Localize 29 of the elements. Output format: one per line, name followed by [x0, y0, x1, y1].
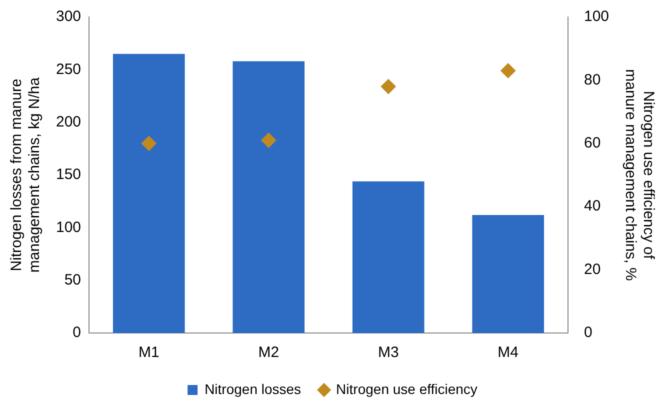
y-tick-label: 250: [56, 60, 82, 78]
y-axis-title: Nitrogen losses from manure management chains, kg N/ha: [8, 76, 44, 273]
x-tick-label: M2: [258, 344, 280, 362]
point: [141, 136, 156, 151]
bar: [112, 54, 185, 333]
point: [380, 79, 396, 94]
x-tick-label: M1: [138, 344, 160, 362]
x-tick-label: M4: [498, 344, 519, 362]
bar: [352, 181, 424, 333]
point: [500, 63, 516, 78]
y-tick-label: 150: [56, 166, 82, 184]
y2-axis-title: Nitrogen use efficiency of manure management chains, %: [622, 69, 657, 281]
y-tick-label: 200: [56, 113, 82, 130]
legend-label: Nitrogen losses: [204, 380, 302, 397]
legend-label: Nitrogen use efficiency: [336, 380, 478, 397]
y2-tick-label: 0: [584, 324, 592, 342]
x-tick-label: M3: [378, 344, 399, 362]
y2-tick-label: 20: [584, 260, 601, 278]
y2-tick-label: 60: [584, 134, 601, 152]
bar: [232, 61, 305, 333]
point: [261, 132, 276, 148]
y2-tick-label: 100: [584, 8, 610, 26]
y2-tick-label: 80: [584, 71, 601, 88]
y-tick-label: 300: [56, 8, 82, 26]
y-tick-label: 100: [56, 218, 82, 236]
y-tick-label: 0: [72, 324, 82, 342]
y-tick-label: 50: [64, 271, 82, 288]
bar: [472, 215, 544, 333]
y2-tick-label: 40: [584, 198, 601, 215]
